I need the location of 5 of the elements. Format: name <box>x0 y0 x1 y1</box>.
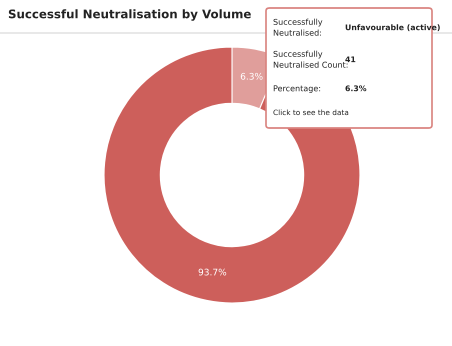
chart-title: Successful Neutralisation by Volume <box>8 9 251 21</box>
data-label: 93.7% <box>198 268 226 276</box>
data-label: 6.3% <box>240 72 263 80</box>
text: Percentage: <box>274 85 320 93</box>
text: Successfully Neutralised: <box>274 18 322 36</box>
